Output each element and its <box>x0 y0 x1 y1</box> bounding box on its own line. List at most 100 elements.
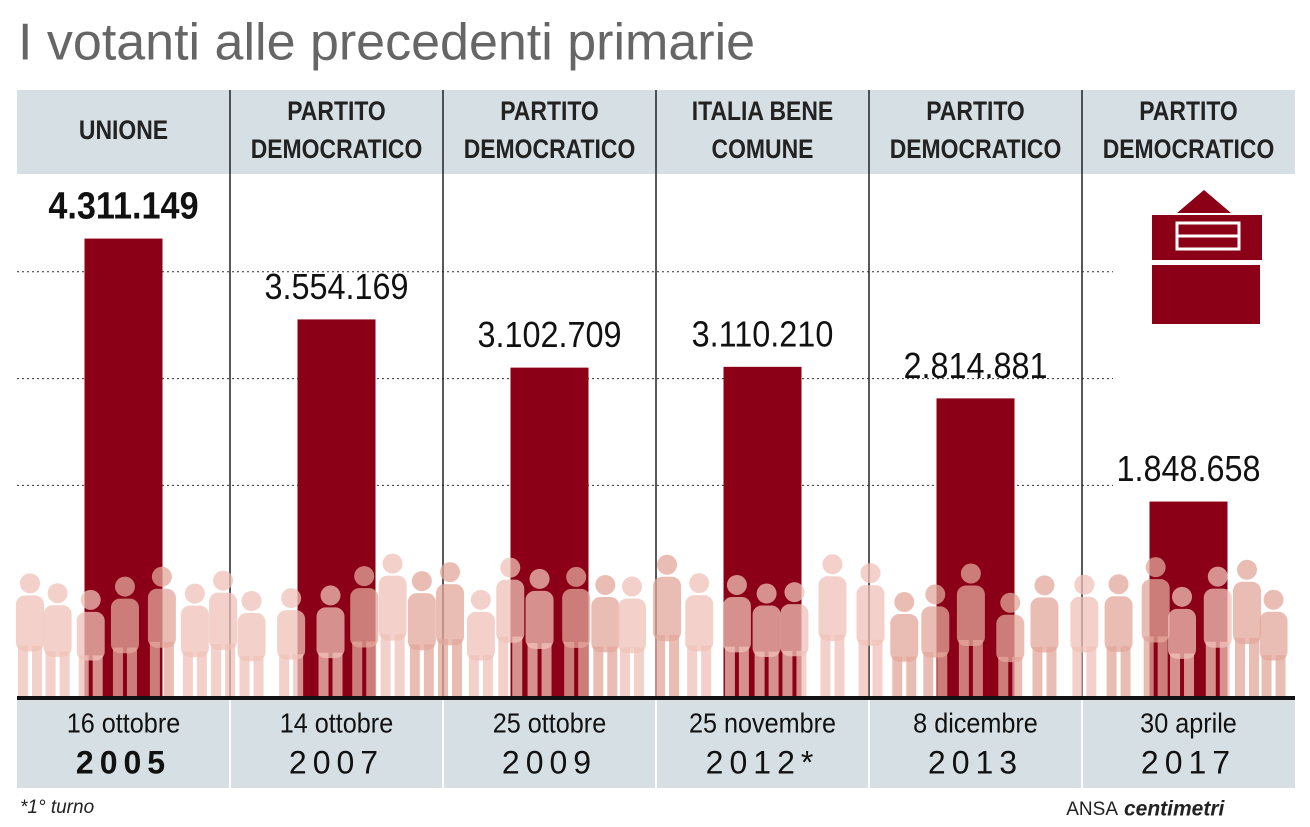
person-leg <box>1012 656 1023 698</box>
person-body <box>525 590 554 649</box>
person-leg <box>112 647 123 698</box>
person-head <box>320 585 341 606</box>
person-head <box>213 570 234 591</box>
person-leg <box>858 639 869 698</box>
person-body <box>350 588 379 648</box>
person-leg <box>541 643 552 698</box>
person-leg <box>1275 655 1286 698</box>
person-body <box>466 611 495 661</box>
person-body <box>921 606 950 658</box>
footnote: *1° turno <box>20 797 94 818</box>
person-body <box>890 614 919 662</box>
date-label: 25 ottobre <box>493 707 606 739</box>
person-leg <box>78 655 89 698</box>
person-leg <box>724 646 735 698</box>
person-leg <box>182 651 193 698</box>
person-leg <box>409 644 420 698</box>
credit: centimetri <box>1124 798 1226 821</box>
person-head <box>411 571 432 592</box>
person-body <box>110 598 139 654</box>
person-body <box>856 585 885 646</box>
person-head <box>756 583 777 604</box>
person-head <box>860 563 881 584</box>
person-leg <box>1261 655 1272 698</box>
person-leg <box>937 652 948 698</box>
person-leg <box>1106 646 1117 698</box>
date-label: 30 aprile <box>1140 707 1237 739</box>
person-body <box>496 579 525 643</box>
category-label: PARTITO <box>926 96 1025 126</box>
year-label: 2017 <box>1141 744 1236 780</box>
person-head <box>470 589 491 610</box>
person-leg <box>366 641 377 698</box>
person-leg <box>1143 636 1154 698</box>
person-head <box>241 590 262 611</box>
crowd <box>16 553 1288 698</box>
value-label: 1.848.658 <box>1116 450 1260 490</box>
person-body <box>818 576 847 641</box>
person-leg <box>1072 646 1083 698</box>
person-leg <box>45 651 56 698</box>
person-body <box>1141 579 1170 643</box>
person-body <box>1203 588 1232 648</box>
person-head <box>1108 574 1129 595</box>
person-leg <box>225 644 236 698</box>
labels: UNIONE 4.311.149 16 ottobre 2005 PARTITO DEMO… <box>48 96 1274 780</box>
person-head <box>1034 575 1055 596</box>
person-leg <box>332 652 343 698</box>
person-body <box>16 595 44 652</box>
date-label: 8 dicembre <box>913 707 1038 739</box>
person-leg <box>655 634 666 698</box>
person-head <box>894 592 915 613</box>
person-body <box>1070 596 1099 653</box>
person-leg <box>564 641 575 698</box>
person-body <box>1168 608 1197 659</box>
person-leg <box>293 654 304 698</box>
value-label: 3.102.709 <box>477 316 621 356</box>
year-label: 2009 <box>502 744 597 780</box>
category-label: PARTITO <box>287 96 386 126</box>
person-leg <box>738 646 749 698</box>
person-body <box>378 575 407 641</box>
person-leg <box>149 641 160 698</box>
person-leg <box>468 655 479 698</box>
person-body <box>436 584 465 646</box>
person-leg <box>782 650 793 698</box>
chart-title: I votanti alle precedenti primarie <box>18 14 755 72</box>
person-head <box>20 573 40 594</box>
person-leg <box>701 645 712 698</box>
person-head <box>151 566 172 587</box>
person-leg <box>1086 646 1097 698</box>
date-label: 25 novembre <box>689 707 836 739</box>
person-head <box>925 584 946 605</box>
person-leg <box>796 650 807 698</box>
person-leg <box>1046 646 1057 698</box>
person-leg <box>1032 646 1043 698</box>
person-leg <box>352 641 363 698</box>
person-leg <box>923 652 934 698</box>
value-label: 3.554.169 <box>264 267 408 307</box>
person-leg <box>1170 653 1181 698</box>
person-leg <box>958 639 969 698</box>
person-leg <box>619 647 630 698</box>
person-leg <box>253 655 264 698</box>
person-leg <box>633 647 644 698</box>
person-leg <box>1157 636 1168 698</box>
category-label: DEMOCRATICO <box>890 134 1062 164</box>
person-body <box>722 596 751 653</box>
person-leg <box>239 655 250 698</box>
person-leg <box>892 656 903 698</box>
year-label: 2012* <box>706 744 820 780</box>
year-label: 2005 <box>76 744 171 780</box>
person-body <box>752 605 781 658</box>
category-label: COMUNE <box>712 134 814 164</box>
person-leg <box>687 645 698 698</box>
person-leg <box>126 647 137 698</box>
person-head <box>689 573 710 594</box>
source: ANSA <box>1066 799 1118 820</box>
person-leg <box>196 651 207 698</box>
person-head <box>657 554 678 575</box>
person-body <box>180 605 209 658</box>
